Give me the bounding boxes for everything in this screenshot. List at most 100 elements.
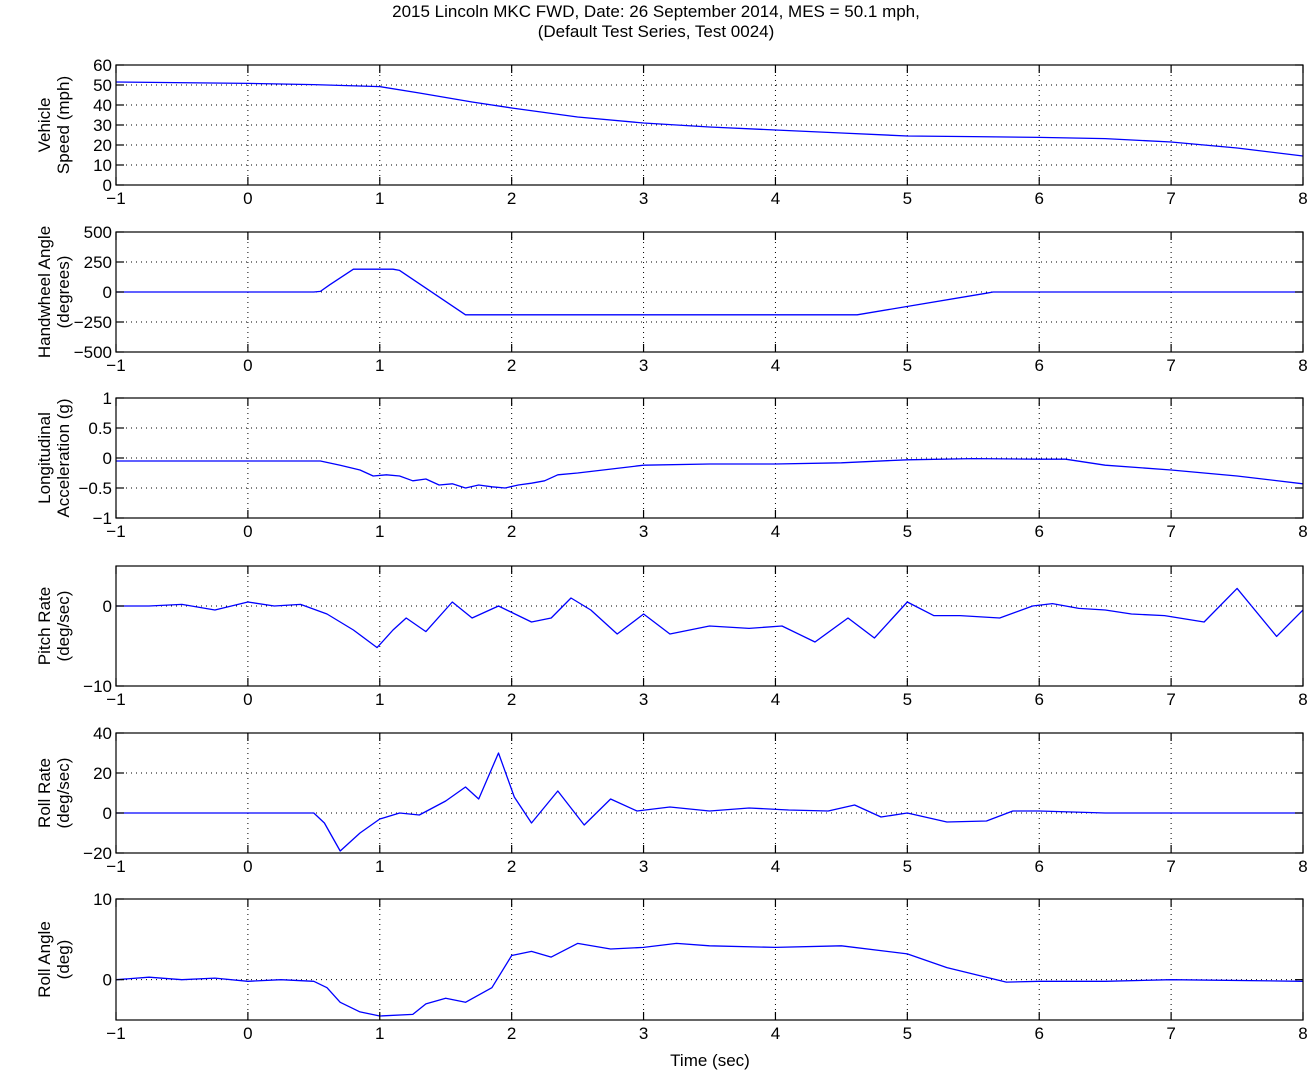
ylabel-line: Acceleration (g) [54,398,73,517]
x-tick-label: 1 [375,189,384,208]
ylabel-line: (deg/sec) [54,758,73,829]
x-axis-label: Time (sec) [670,1051,750,1070]
x-tick-label: 6 [1034,857,1043,876]
x-tick-label: −1 [106,522,125,541]
y-tick-label: −10 [83,677,112,696]
x-tick-label: 8 [1298,857,1307,876]
vehicle-speed-ylabel: VehicleSpeed (mph) [35,76,73,174]
y-tick-label: 20 [93,764,112,783]
x-tick-label: 7 [1166,690,1175,709]
axes-box [115,565,1304,687]
longitudinal-acceleration-ylabel: LongitudinalAcceleration (g) [35,398,73,517]
y-tick-label: 250 [84,253,112,272]
vehicle-speed-series-line [116,81,1303,157]
x-tick-label: 3 [639,857,648,876]
ylabel-line: Roll Rate [35,758,54,828]
y-tick-label: 0 [103,449,112,468]
axes-box [115,898,1304,1021]
y-tick-label: 0 [103,283,112,302]
roll-angle-panel: −1 0 1 2 3 4 5 6 7 8 0 10 Roll Angle(deg) [35,890,1308,1043]
ylabel-line: Speed (mph) [54,76,73,174]
ylabel-line: Roll Angle [35,921,54,998]
x-tick-label: 2 [507,690,516,709]
x-tick-label: 7 [1166,857,1175,876]
x-tick-label: 8 [1298,189,1307,208]
x-tick-label: −1 [106,356,125,375]
x-tick-label: 0 [243,1024,252,1043]
handwheel-angle-panel: −1 0 1 2 3 4 5 6 7 8 −500 −250 0 250 500 Handwheel Angl… [35,223,1308,375]
y-tick-label: 40 [93,96,112,115]
title-line-1: 2015 Lincoln MKC FWD, Date: 26 September… [392,2,920,21]
y-tick-label: 1 [103,389,112,408]
axes-box [115,732,1304,854]
x-tick-label: −1 [106,1024,125,1043]
roll-rate-panel: −1 0 1 2 3 4 5 6 7 8 −20 0 20 40 Roll Rate(deg/sec) [35,724,1308,876]
x-tick-label: 3 [639,690,648,709]
ylabel-line: (deg/sec) [54,591,73,662]
y-tick-label: 500 [84,223,112,242]
y-tick-label: 30 [93,116,112,135]
x-tick-label: 5 [903,1024,912,1043]
x-tick-label: 3 [639,356,648,375]
x-tick-label: 6 [1034,1024,1043,1043]
x-tick-label: 0 [243,522,252,541]
x-tick-label: 1 [375,522,384,541]
axes-box [115,64,1304,186]
y-tick-label: 40 [93,724,112,743]
y-tick-label: 20 [93,136,112,155]
ylabel-line: Pitch Rate [35,587,54,665]
roll-angle-series-line [116,942,1303,1017]
y-tick-label: −250 [74,313,112,332]
roll-angle-ylabel: Roll Angle(deg) [35,921,73,998]
ylabel-line: Longitudinal [35,412,54,504]
x-tick-label: 4 [771,1024,780,1043]
title-line-2: (Default Test Series, Test 0024) [537,22,775,41]
x-tick-label: −1 [106,857,125,876]
x-tick-label: 5 [903,857,912,876]
x-tick-label: 8 [1298,356,1307,375]
y-tick-label: −20 [83,844,112,863]
x-tick-label: 0 [243,189,252,208]
x-tick-label: 4 [771,189,780,208]
y-tick-label: 0 [103,971,112,990]
x-tick-label: 4 [771,356,780,375]
x-tick-label: 3 [639,189,648,208]
x-tick-label: 7 [1166,189,1175,208]
ylabel-line: Vehicle [35,98,54,153]
x-tick-label: 7 [1166,522,1175,541]
x-tick-label: 0 [243,356,252,375]
figure-title: 2015 Lincoln MKC FWD, Date: 26 September… [0,2,1312,42]
x-tick-label: 4 [771,690,780,709]
handwheel-angle-series-line [116,268,1303,316]
x-tick-label: 8 [1298,690,1307,709]
x-tick-label: 0 [243,857,252,876]
x-tick-label: 5 [903,189,912,208]
ylabel-line: (degrees) [54,256,73,329]
handwheel-angle-ylabel: Handwheel Angle(degrees) [35,226,73,358]
ylabel-line: Handwheel Angle [35,226,54,358]
x-tick-label: −1 [106,189,125,208]
y-tick-label: −500 [74,343,112,362]
longitudinal-acceleration-series-line [116,457,1303,489]
x-tick-label: 6 [1034,522,1043,541]
y-tick-label: 0 [103,597,112,616]
x-tick-label: 3 [639,522,648,541]
y-tick-label: −0.5 [78,479,112,498]
axes-box [115,397,1304,519]
y-tick-label: 50 [93,76,112,95]
x-tick-label: 6 [1034,690,1043,709]
x-tick-label: 2 [507,1024,516,1043]
x-tick-label: 2 [507,522,516,541]
x-tick-label: 3 [639,1024,648,1043]
x-tick-label: −1 [106,690,125,709]
y-tick-label: 0 [103,804,112,823]
y-tick-label: −1 [93,509,112,528]
x-tick-label: 1 [375,1024,384,1043]
x-tick-label: 1 [375,356,384,375]
x-tick-label: 2 [507,356,516,375]
y-tick-label: 0.5 [88,419,112,438]
y-tick-label: 0 [103,176,112,195]
